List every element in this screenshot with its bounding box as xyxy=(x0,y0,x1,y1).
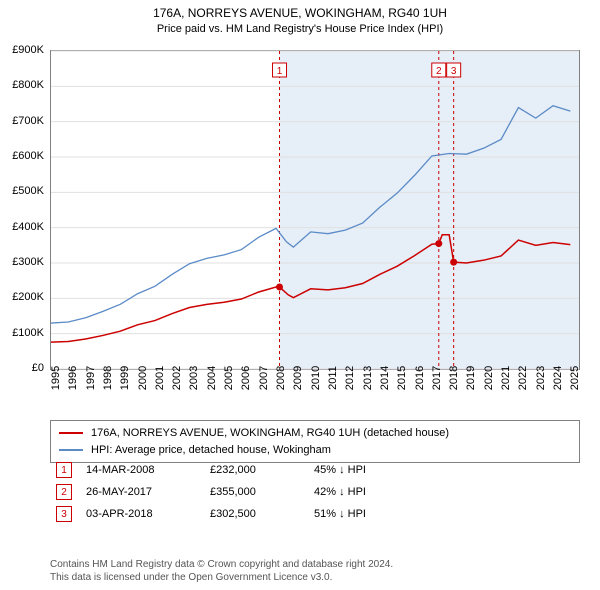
event-date: 14-MAR-2008 xyxy=(86,464,196,476)
y-tick-label: £300K xyxy=(12,256,44,268)
event-marker-box: 3 xyxy=(56,506,72,522)
x-tick-label: 1998 xyxy=(102,366,114,390)
x-tick-label: 2007 xyxy=(258,366,270,390)
chart-subtitle: Price paid vs. HM Land Registry's House … xyxy=(0,22,600,36)
y-tick-label: £500K xyxy=(12,185,44,197)
event-price: £355,000 xyxy=(210,486,300,498)
event-row: 3 03-APR-2018 £302,500 51% ↓ HPI xyxy=(50,506,580,522)
svg-text:2: 2 xyxy=(436,66,442,77)
y-tick-label: £700K xyxy=(12,115,44,127)
y-tick-label: £800K xyxy=(12,79,44,91)
event-price: £302,500 xyxy=(210,508,300,520)
y-tick-label: £900K xyxy=(12,44,44,56)
x-tick-label: 2000 xyxy=(137,366,149,390)
legend-swatch-hpi xyxy=(59,449,83,451)
svg-text:1: 1 xyxy=(277,66,283,77)
attribution-footer: Contains HM Land Registry data © Crown c… xyxy=(50,558,580,584)
x-tick-label: 2012 xyxy=(344,366,356,390)
legend-label-hpi: HPI: Average price, detached house, Woki… xyxy=(91,442,331,459)
legend-item-price: 176A, NORREYS AVENUE, WOKINGHAM, RG40 1U… xyxy=(59,425,571,442)
x-tick-label: 1995 xyxy=(50,366,62,390)
svg-text:3: 3 xyxy=(451,66,457,77)
x-tick-label: 2005 xyxy=(223,366,235,390)
x-tick-label: 2004 xyxy=(206,366,218,390)
event-hpi-delta: 42% ↓ HPI xyxy=(314,486,424,498)
event-date: 03-APR-2018 xyxy=(86,508,196,520)
x-tick-label: 2020 xyxy=(483,366,495,390)
x-tick-label: 2019 xyxy=(465,366,477,390)
event-price: £232,000 xyxy=(210,464,300,476)
y-tick-label: £400K xyxy=(12,221,44,233)
x-tick-label: 2016 xyxy=(414,366,426,390)
legend-label-price: 176A, NORREYS AVENUE, WOKINGHAM, RG40 1U… xyxy=(91,425,449,442)
event-marker-box: 2 xyxy=(56,484,72,500)
footer-line-2: This data is licensed under the Open Gov… xyxy=(50,571,580,584)
event-row: 2 26-MAY-2017 £355,000 42% ↓ HPI xyxy=(50,484,580,500)
x-tick-label: 2002 xyxy=(171,366,183,390)
y-tick-label: £600K xyxy=(12,150,44,162)
legend: 176A, NORREYS AVENUE, WOKINGHAM, RG40 1U… xyxy=(50,420,580,463)
y-axis: £0£100K£200K£300K£400K£500K£600K£700K£80… xyxy=(0,50,48,370)
x-tick-label: 2010 xyxy=(310,366,322,390)
x-tick-label: 2025 xyxy=(569,366,581,390)
event-marker-box: 1 xyxy=(56,462,72,478)
x-tick-label: 2006 xyxy=(240,366,252,390)
x-tick-label: 2009 xyxy=(292,366,304,390)
x-tick-label: 2014 xyxy=(379,366,391,390)
x-tick-label: 2013 xyxy=(362,366,374,390)
legend-item-hpi: HPI: Average price, detached house, Woki… xyxy=(59,442,571,459)
x-tick-label: 2017 xyxy=(431,366,443,390)
y-tick-label: £100K xyxy=(12,327,44,339)
chart-container: 176A, NORREYS AVENUE, WOKINGHAM, RG40 1U… xyxy=(0,0,600,590)
x-tick-label: 2003 xyxy=(188,366,200,390)
x-tick-label: 2023 xyxy=(535,366,547,390)
x-tick-label: 2021 xyxy=(500,366,512,390)
x-tick-label: 1999 xyxy=(119,366,131,390)
x-tick-label: 1997 xyxy=(85,366,97,390)
y-tick-label: £200K xyxy=(12,291,44,303)
chart-title: 176A, NORREYS AVENUE, WOKINGHAM, RG40 1U… xyxy=(0,6,600,22)
x-tick-label: 2008 xyxy=(275,366,287,390)
plot-area: 1 23 xyxy=(50,50,580,370)
event-date: 26-MAY-2017 xyxy=(86,486,196,498)
event-row: 1 14-MAR-2008 £232,000 45% ↓ HPI xyxy=(50,462,580,478)
event-table: 1 14-MAR-2008 £232,000 45% ↓ HPI 2 26-MAY-201… xyxy=(50,462,580,528)
x-tick-label: 2024 xyxy=(552,366,564,390)
x-tick-label: 2018 xyxy=(448,366,460,390)
legend-swatch-price xyxy=(59,432,83,434)
plot-svg: 1 23 xyxy=(51,51,579,369)
event-hpi-delta: 51% ↓ HPI xyxy=(314,508,424,520)
chart-titles: 176A, NORREYS AVENUE, WOKINGHAM, RG40 1U… xyxy=(0,0,600,36)
y-tick-label: £0 xyxy=(32,362,44,374)
x-tick-label: 1996 xyxy=(67,366,79,390)
event-hpi-delta: 45% ↓ HPI xyxy=(314,464,424,476)
footer-line-1: Contains HM Land Registry data © Crown c… xyxy=(50,558,580,571)
x-tick-label: 2011 xyxy=(327,366,339,390)
x-tick-label: 2022 xyxy=(517,366,529,390)
x-axis: 1995199619971998199920002001200220032004… xyxy=(50,370,580,420)
x-tick-label: 2001 xyxy=(154,366,166,390)
x-tick-label: 2015 xyxy=(396,366,408,390)
